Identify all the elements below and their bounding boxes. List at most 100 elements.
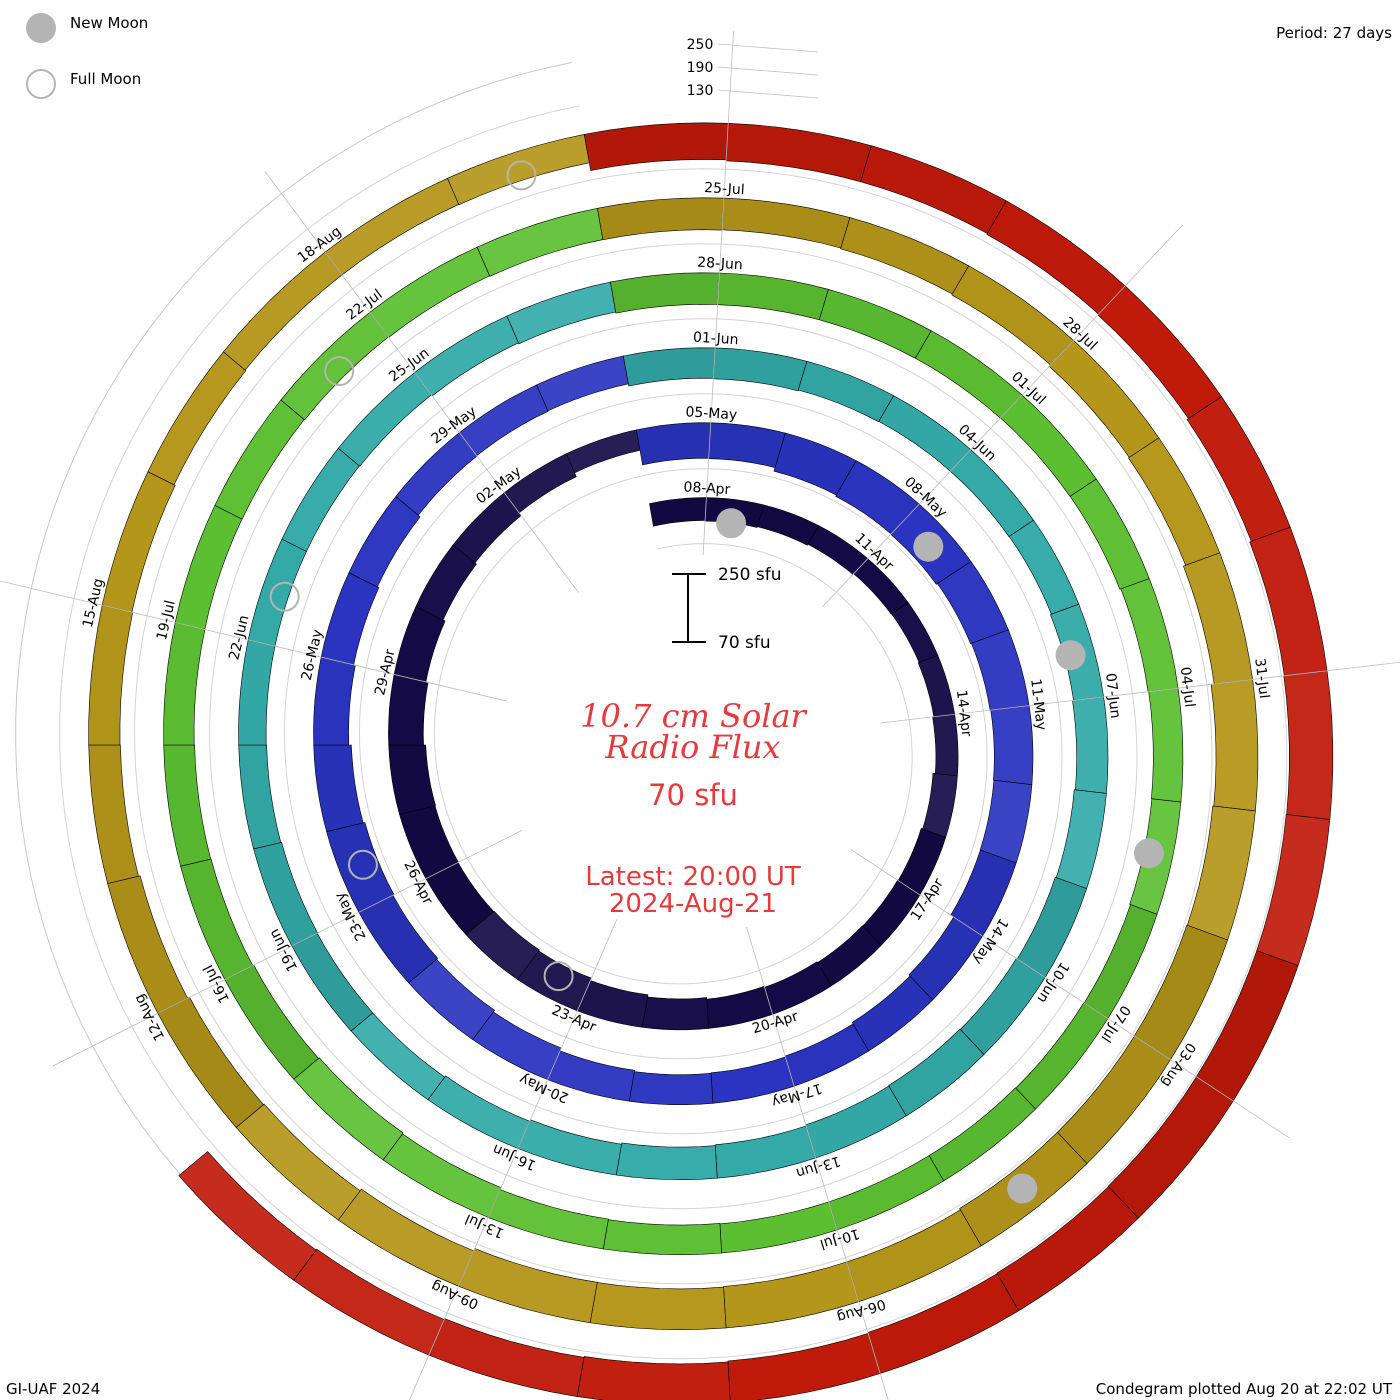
flux-bar	[914, 330, 1023, 419]
scale-min-label: 70 sfu	[718, 633, 771, 653]
flux-bar	[393, 605, 446, 683]
guide-spiral-top	[59, 105, 1288, 1360]
current-value: 70 sfu	[648, 778, 738, 812]
period-text: Period: 27 days	[1276, 24, 1392, 42]
flux-bar	[851, 975, 934, 1052]
flux-bar	[888, 1028, 985, 1117]
flux-bar	[320, 572, 380, 666]
flux-bar	[178, 1151, 317, 1281]
flux-bar	[348, 496, 421, 588]
flux-bar	[566, 429, 641, 474]
flux-bar	[180, 858, 254, 981]
flux-bar	[536, 355, 629, 412]
date-label: 31-Jul	[1251, 657, 1272, 699]
ring-scale: 250 190 130	[687, 37, 819, 99]
flux-bar	[506, 281, 616, 345]
flux-bar	[1249, 526, 1328, 677]
ring-scale-line	[717, 89, 819, 99]
flux-bar	[959, 957, 1046, 1055]
flux-bar	[936, 561, 1009, 644]
flux-bar	[757, 504, 820, 546]
flux-bar	[891, 602, 939, 663]
flux-bar	[280, 311, 389, 421]
flux-bar	[458, 384, 549, 457]
flux-bar	[324, 177, 460, 276]
flux-bar	[623, 347, 716, 387]
date-label: 08-Apr	[683, 479, 731, 498]
ring-scale-label: 190	[687, 60, 714, 76]
flux-bar	[1016, 876, 1088, 978]
flux-bar	[784, 1023, 870, 1087]
flux-bar	[828, 1155, 945, 1231]
date-label: 04-Jul	[1177, 666, 1198, 708]
radial-grid-line	[0, 580, 508, 702]
flux-bar	[996, 1186, 1139, 1312]
title-line-1: 10.7 cm Solar	[580, 697, 807, 735]
flux-bar	[224, 964, 319, 1080]
flux-bar	[163, 622, 206, 746]
flux-bar	[174, 504, 243, 630]
flux-bar	[1186, 805, 1256, 941]
full-moon-legend-label: Full Moon	[70, 70, 141, 88]
flux-bar	[602, 1219, 722, 1256]
radial-grid-line	[746, 926, 889, 1400]
flux-bar	[628, 1071, 714, 1105]
new-moon-marker	[1133, 838, 1164, 869]
flux-bar	[797, 360, 895, 423]
radial-grid-line	[880, 661, 1400, 724]
flux-bar	[1008, 519, 1080, 615]
flux-bar	[337, 372, 432, 467]
flux-bar	[1133, 924, 1228, 1061]
flux-bar	[447, 134, 590, 206]
flux-bar	[840, 217, 970, 295]
flux-bar	[979, 779, 1033, 864]
flux-bar	[922, 772, 958, 838]
flux-bar	[337, 1188, 475, 1287]
flux-bar	[576, 1356, 731, 1400]
new-moon-legend-icon	[26, 13, 56, 43]
new-moon-marker	[913, 531, 944, 562]
flux-bar	[1183, 552, 1253, 685]
flux-bar	[708, 422, 786, 468]
flux-bar	[503, 453, 577, 514]
flux-bar	[1083, 904, 1158, 1019]
flux-bar	[597, 197, 725, 241]
full-moon-marker	[269, 581, 300, 612]
flux-bar	[721, 197, 851, 249]
flux-bar	[971, 629, 1030, 711]
latest-date: 2024-Aug-21	[609, 889, 777, 919]
flux-bar	[369, 246, 490, 338]
radial-grid-line	[850, 849, 1290, 1139]
ring-scale-line	[717, 43, 819, 53]
flux-bar	[846, 1209, 982, 1303]
date-label: 07-Jun	[1102, 672, 1123, 719]
flux-bar	[1055, 789, 1107, 889]
radial-grid-line	[264, 171, 579, 593]
date-label: 14-Apr	[953, 689, 974, 738]
flux-bar	[382, 1133, 502, 1218]
flux-bar	[427, 1075, 531, 1149]
flux-bar	[238, 639, 276, 746]
radial-ticks	[0, 31, 1400, 1400]
flux-bar	[719, 1201, 838, 1254]
flux-bar	[723, 1261, 860, 1329]
date-label: 01-Jun	[693, 330, 739, 349]
flux-bar	[615, 1142, 718, 1181]
date-label: 28-Jun	[697, 255, 743, 274]
credit-text: GI-UAF 2024	[6, 1380, 100, 1398]
flux-bar	[1148, 687, 1184, 803]
flux-bar	[235, 1103, 361, 1221]
plotted-text: Condegram plotted Aug 20 at 22:02 UT	[1096, 1380, 1393, 1398]
flux-bar	[636, 422, 712, 466]
flux-bar	[1000, 394, 1097, 497]
radial-grid-line	[822, 224, 1183, 608]
flux-bar	[949, 449, 1035, 538]
radial-grid-line	[409, 919, 618, 1400]
latest-time: Latest: 20:00 UT	[585, 862, 801, 892]
flux-bar	[487, 1189, 609, 1250]
moon-phase-markers	[269, 160, 1164, 1204]
flux-bar	[583, 122, 729, 171]
flux-bar	[717, 272, 829, 321]
